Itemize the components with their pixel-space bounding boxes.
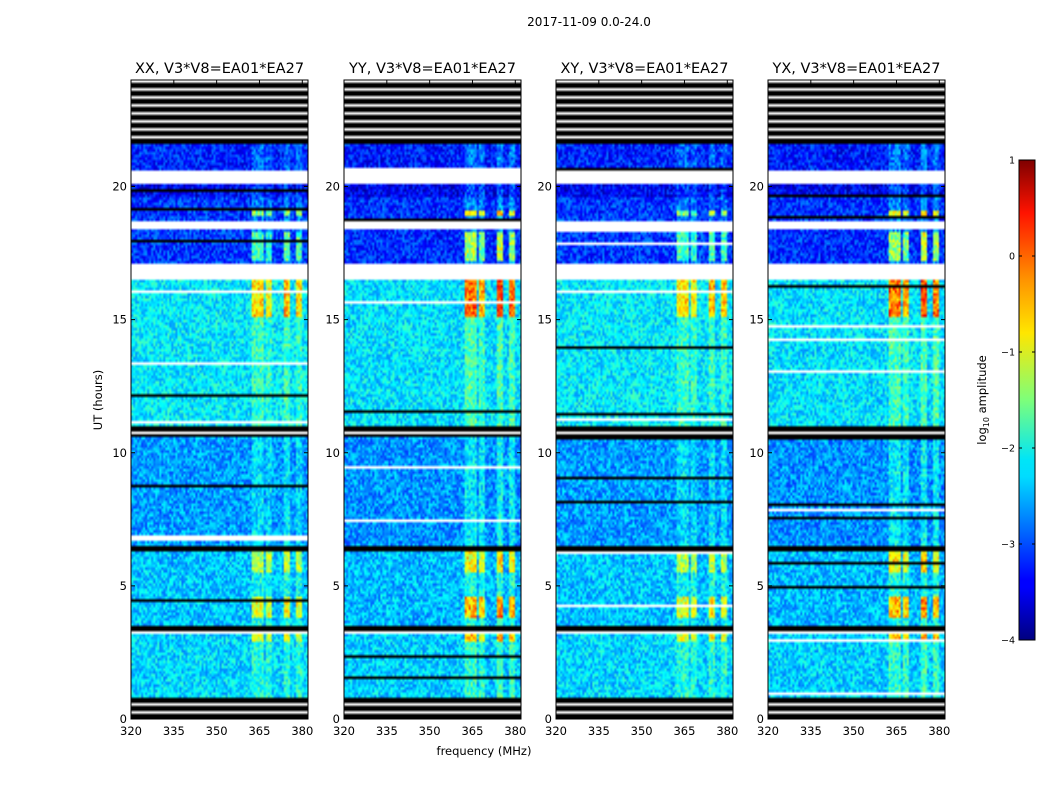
axes-frame xyxy=(767,79,946,720)
x-tick-label: 335 xyxy=(376,724,398,738)
x-tick-label: 380 xyxy=(504,724,526,738)
panel-xx: XX, V3*V8=EA01*EA27 320 335 350 365 380 0 5 10 15… xyxy=(112,61,313,738)
y-tick-label: 5 xyxy=(120,579,127,593)
y-tick-label: 10 xyxy=(537,446,552,460)
x-tick-label: 380 xyxy=(716,724,738,738)
x-tick-label: 380 xyxy=(928,724,950,738)
colorbar-label: log10 amplitude xyxy=(975,355,991,445)
y-tick-label: 20 xyxy=(112,180,127,194)
x-tick-label: 365 xyxy=(673,724,695,738)
x-tick-label: 380 xyxy=(291,724,313,738)
y-tick-label: 15 xyxy=(325,313,340,327)
panels: XX, V3*V8=EA01*EA27 320 335 350 365 380 0 5 10 15… xyxy=(112,61,950,738)
suptitle: 2017-11-09 0.0-24.0 xyxy=(527,15,651,29)
y-tick-label: 5 xyxy=(333,579,340,593)
panel-title: YY, V3*V8=EA01*EA27 xyxy=(348,61,516,77)
colorbar-tick-label: −4 xyxy=(1001,636,1015,647)
heatmap-image xyxy=(768,80,945,719)
y-tick-label: 0 xyxy=(120,712,127,726)
panel-yy: YY, V3*V8=EA01*EA27 320 335 350 365 380 0 5 10 15… xyxy=(325,61,526,738)
panel-xy: XY, V3*V8=EA01*EA27 320 335 350 365 380 0 5 10 15… xyxy=(537,61,738,738)
x-tick-label: 350 xyxy=(206,724,228,738)
y-tick-label: 15 xyxy=(537,313,552,327)
x-tick-label: 320 xyxy=(333,724,355,738)
colorbar-tick-label: −2 xyxy=(1001,444,1015,455)
x-axis-label: frequency (MHz) xyxy=(437,744,532,758)
x-tick-label: 365 xyxy=(885,724,907,738)
colorbar-ticks: 1 0 −1 −2 −3 −4 xyxy=(1001,156,1035,647)
x-tick-label: 350 xyxy=(843,724,865,738)
y-tick-label: 15 xyxy=(749,313,764,327)
x-tick-label: 365 xyxy=(248,724,270,738)
x-tick-label: 365 xyxy=(461,724,483,738)
heatmap-image xyxy=(344,80,521,719)
y-tick-label: 10 xyxy=(749,446,764,460)
colorbar-tick-label: −3 xyxy=(1001,540,1015,551)
axes-frame xyxy=(555,79,734,720)
heatmap-image xyxy=(556,80,733,719)
heatmap-image xyxy=(131,80,308,719)
y-tick-label: 10 xyxy=(325,446,340,460)
x-tick-label: 335 xyxy=(588,724,610,738)
x-tick-label: 320 xyxy=(120,724,142,738)
y-tick-label: 0 xyxy=(545,712,552,726)
axes-frame xyxy=(343,79,522,720)
y-tick-label: 0 xyxy=(757,712,764,726)
y-tick-label: 15 xyxy=(112,313,127,327)
colorbar-tick-label: −1 xyxy=(1001,348,1015,359)
colorbar-tick-label: 1 xyxy=(1009,156,1015,167)
y-axis-label: UT (hours) xyxy=(91,370,105,430)
panel-yx: YX, V3*V8=EA01*EA27 320 335 350 365 380 0 5 10 15… xyxy=(749,61,950,738)
panel-title: XX, V3*V8=EA01*EA27 xyxy=(135,61,304,77)
y-tick-label: 20 xyxy=(749,180,764,194)
x-tick-label: 335 xyxy=(163,724,185,738)
x-tick-label: 350 xyxy=(419,724,441,738)
panel-title: YX, V3*V8=EA01*EA27 xyxy=(771,61,940,77)
y-tick-label: 20 xyxy=(325,180,340,194)
x-tick-label: 335 xyxy=(800,724,822,738)
y-tick-label: 10 xyxy=(112,446,127,460)
y-tick-label: 0 xyxy=(333,712,340,726)
x-tick-label: 320 xyxy=(545,724,567,738)
y-tick-label: 20 xyxy=(537,180,552,194)
x-tick-label: 320 xyxy=(757,724,779,738)
colorbar: 1 0 −1 −2 −3 −4 log10 amplitude xyxy=(975,156,1036,647)
x-tick-label: 350 xyxy=(631,724,653,738)
colorbar-gradient xyxy=(1018,159,1036,641)
colorbar-tick-label: 0 xyxy=(1009,252,1015,263)
panel-title: XY, V3*V8=EA01*EA27 xyxy=(560,61,728,77)
y-tick-label: 5 xyxy=(545,579,552,593)
axes-frame xyxy=(130,79,309,720)
y-tick-label: 5 xyxy=(757,579,764,593)
